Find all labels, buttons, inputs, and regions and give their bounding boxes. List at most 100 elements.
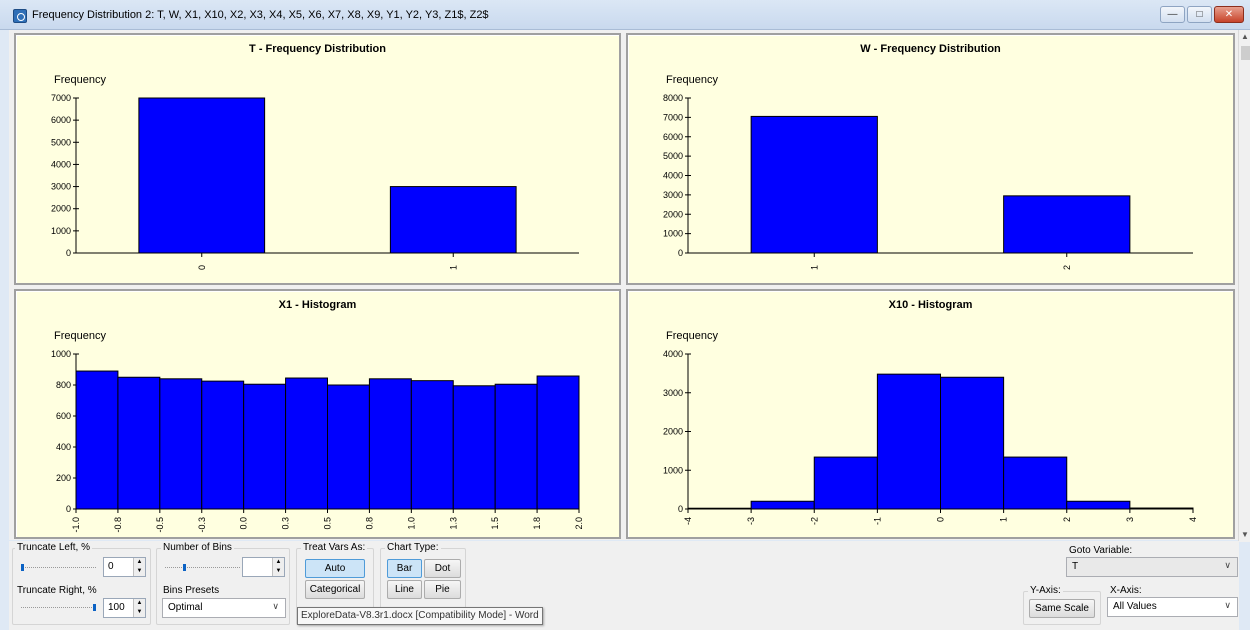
chevron-down-icon: ∨ bbox=[272, 601, 279, 611]
y-tick-label: 0 bbox=[66, 504, 71, 514]
controls-bar: Truncate Left, % 0 ▲ ▼ Truncate Right, % … bbox=[9, 541, 1239, 630]
y-axis-title: Frequency bbox=[666, 74, 718, 86]
dot-button[interactable]: Dot bbox=[424, 559, 461, 578]
y-tick-label: 3000 bbox=[663, 190, 683, 200]
window-title: Frequency Distribution 2: T, W, X1, X10,… bbox=[32, 9, 489, 21]
histogram-bar bbox=[1003, 456, 1068, 510]
y-tick-label: 3000 bbox=[663, 388, 683, 398]
chart-title: W - Frequency Distribution bbox=[860, 43, 1001, 55]
chart-type-label: Chart Type: bbox=[385, 542, 441, 553]
x-tick-label: -3 bbox=[746, 517, 756, 525]
histogram-bar bbox=[285, 377, 329, 510]
y-tick-label: 4000 bbox=[663, 349, 683, 359]
y-tick-label: 5000 bbox=[51, 137, 71, 147]
bins-presets-value: Optimal bbox=[168, 602, 203, 613]
goto-variable-value: T bbox=[1072, 561, 1079, 572]
same-scale-button[interactable]: Same Scale bbox=[1029, 599, 1095, 618]
y-tick-label: 0 bbox=[678, 248, 683, 258]
y-tick-label: 2000 bbox=[51, 204, 71, 214]
y-tick-label: 7000 bbox=[663, 112, 683, 122]
number-of-bins-slider[interactable] bbox=[165, 563, 240, 573]
y-axis-title: Frequency bbox=[666, 330, 718, 342]
chart-x1: Frequency 0 200 400 600 800 1000 -1.0 -0.8 -0.5 -0… bbox=[51, 330, 584, 533]
chart-title: X10 - Histogram bbox=[888, 299, 973, 311]
spin-up-icon[interactable]: ▲ bbox=[134, 558, 145, 567]
y-tick-label: 400 bbox=[56, 442, 71, 452]
y-tick-label: 6000 bbox=[663, 132, 683, 142]
app-icon bbox=[13, 9, 27, 23]
x-tick-label: -0.5 bbox=[155, 517, 165, 533]
slider-knob[interactable] bbox=[21, 564, 24, 571]
auto-button[interactable]: Auto bbox=[305, 559, 365, 578]
histogram-bar bbox=[494, 383, 538, 510]
x-tick-label: -0.3 bbox=[197, 517, 207, 533]
charts-area: T - Frequency Distribution Frequency 0 1 0 0… bbox=[9, 30, 1239, 540]
vertical-scrollbar[interactable]: ▲ ▼ bbox=[1238, 30, 1250, 542]
y-tick-label: 2000 bbox=[663, 427, 683, 437]
y-tick-label: 200 bbox=[56, 473, 71, 483]
chart-x10: Frequency 0 1000 2000 3000 4000 -4 -3 -2 -1 0 1 2 3 4 bbox=[663, 330, 1198, 525]
maximize-button[interactable]: □ bbox=[1187, 6, 1212, 23]
x-tick-label: 0.0 bbox=[239, 517, 249, 530]
truncate-right-label: Truncate Right, % bbox=[15, 585, 99, 596]
spin-down-icon[interactable]: ▼ bbox=[273, 567, 284, 576]
truncate-left-stepper[interactable]: 0 ▲ ▼ bbox=[103, 557, 146, 577]
scroll-down-icon[interactable]: ▼ bbox=[1241, 530, 1249, 539]
chart-bar bbox=[1003, 195, 1131, 254]
x-axis-select[interactable]: All Values ∨ bbox=[1107, 597, 1238, 617]
scroll-up-icon[interactable]: ▲ bbox=[1241, 32, 1249, 41]
histogram-bar bbox=[117, 376, 161, 510]
chart-panel-x1: X1 - Histogram Frequency 0 200 400 600 800 100… bbox=[14, 289, 621, 539]
x-tick-label: 1.3 bbox=[448, 517, 458, 530]
minimize-button[interactable]: — bbox=[1160, 6, 1185, 23]
chart-title: X1 - Histogram bbox=[278, 299, 357, 311]
x-tick-label: -2 bbox=[809, 517, 819, 525]
x-tick-label: 4 bbox=[1188, 517, 1198, 522]
x-tick-label: -0.8 bbox=[113, 517, 123, 533]
chevron-down-icon: ∨ bbox=[1224, 600, 1231, 610]
spin-down-icon[interactable]: ▼ bbox=[134, 567, 145, 576]
slider-knob[interactable] bbox=[93, 604, 96, 611]
truncate-left-slider[interactable] bbox=[21, 563, 96, 573]
x-tick-label: 0.5 bbox=[323, 517, 333, 530]
y-axis-title: Frequency bbox=[54, 330, 106, 342]
x-axis-value: All Values bbox=[1113, 601, 1157, 612]
truncate-left-label: Truncate Left, % bbox=[15, 542, 92, 553]
treat-vars-label: Treat Vars As: bbox=[301, 542, 368, 553]
scroll-thumb[interactable] bbox=[1241, 46, 1250, 60]
number-of-bins-stepper[interactable]: ▲ ▼ bbox=[242, 557, 285, 577]
x-tick-label: -1 bbox=[872, 517, 882, 525]
chart-panel-t: T - Frequency Distribution Frequency 0 100… bbox=[14, 33, 621, 285]
bins-presets-select[interactable]: Optimal ∨ bbox=[162, 598, 286, 618]
y-tick-label: 0 bbox=[66, 248, 71, 258]
pie-button[interactable]: Pie bbox=[424, 580, 461, 599]
spin-up-icon[interactable]: ▲ bbox=[134, 599, 145, 608]
histogram-bar bbox=[368, 378, 412, 510]
spin-up-icon[interactable]: ▲ bbox=[273, 558, 284, 567]
slider-knob[interactable] bbox=[183, 564, 186, 571]
truncate-right-stepper[interactable]: 100 ▲ ▼ bbox=[103, 598, 146, 618]
close-button[interactable]: ✕ bbox=[1214, 6, 1244, 23]
chart-title: T - Frequency Distribution bbox=[249, 43, 386, 55]
histogram-bar bbox=[243, 383, 287, 510]
chart-bar bbox=[138, 97, 266, 254]
bar-button[interactable]: Bar bbox=[387, 559, 422, 578]
histogram-bar bbox=[75, 370, 119, 510]
histogram-bar bbox=[1129, 507, 1194, 510]
title-bar: Frequency Distribution 2: T, W, X1, X10,… bbox=[0, 0, 1250, 30]
y-tick-label: 600 bbox=[56, 411, 71, 421]
y-tick-label: 2000 bbox=[663, 209, 683, 219]
line-button[interactable]: Line bbox=[387, 580, 422, 599]
spin-down-icon[interactable]: ▼ bbox=[134, 608, 145, 617]
categorical-button[interactable]: Categorical bbox=[305, 580, 365, 599]
minimize-icon: — bbox=[1167, 9, 1178, 20]
goto-variable-select[interactable]: T ∨ bbox=[1066, 557, 1238, 577]
x-tick-label: 2 bbox=[1062, 265, 1072, 270]
histogram-bar bbox=[813, 456, 878, 510]
truncate-right-slider[interactable] bbox=[21, 603, 96, 613]
chart-bar bbox=[389, 186, 517, 254]
x-tick-label: 1 bbox=[448, 265, 458, 270]
x-tick-label: 1.0 bbox=[406, 517, 416, 530]
y-tick-label: 4000 bbox=[51, 159, 71, 169]
y-axis-title: Frequency bbox=[54, 74, 106, 86]
